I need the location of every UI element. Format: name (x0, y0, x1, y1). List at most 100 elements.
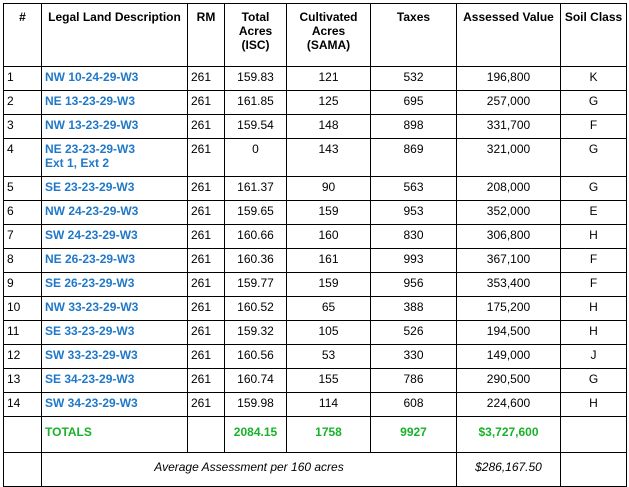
table-row: 12 SW 33-23-29-W3 261 160.56 53 330 149,000 J (3, 344, 627, 369)
total-acres-cell-text: 159.32 (237, 324, 274, 338)
row-number: 6 (3, 200, 42, 225)
total-acres-cell-text: 159.65 (237, 204, 274, 218)
legal-description: NE 13-23-29-W3 (41, 90, 188, 115)
assessed-value-cell: 224,600 (456, 392, 561, 417)
totals-total-acres: 2084.15 (224, 416, 287, 453)
taxes-cell-text: 898 (403, 118, 424, 132)
row-number: 1 (3, 66, 42, 91)
soil-class-cell: K (560, 66, 627, 91)
row-number: 5 (3, 176, 42, 201)
assessed-value-cell-text: 306,800 (486, 228, 531, 242)
total-acres-cell-text: 160.56 (237, 348, 274, 362)
total-acres-cell: 160.36 (224, 248, 287, 273)
legal-description-text: NW 13-23-29-W3 (45, 118, 139, 132)
taxes-cell-text: 388 (403, 300, 424, 314)
row-number: 14 (3, 392, 42, 417)
header-soil-class: Soil Class (560, 3, 627, 67)
cultivated-acres-cell: 105 (286, 320, 371, 345)
assessed-value-cell-text: 175,200 (486, 300, 531, 314)
table-row: 13 SE 34-23-29-W3 261 160.74 155 786 290,500 G (3, 368, 627, 393)
legal-description-text: SE 33-23-29-W3 (45, 324, 135, 338)
legal-description-text: SW 34-23-29-W3 (45, 396, 138, 410)
taxes-cell-text: 869 (403, 142, 424, 156)
assessed-value-cell-text: 331,700 (486, 118, 531, 132)
header-assessed-value: Assessed Value (456, 3, 561, 67)
total-acres-cell: 159.77 (224, 272, 287, 297)
assessed-value-cell-text: 321,000 (486, 142, 531, 156)
total-acres-cell-text: 161.85 (237, 94, 274, 108)
table-row: 11 SE 33-23-29-W3 261 159.32 105 526 194,500 H (3, 320, 627, 345)
average-value: $286,167.50 (456, 452, 561, 487)
table-row: 1 NW 10-24-29-W3 261 159.83 121 532 196,800 K (3, 66, 627, 91)
total-acres-cell: 159.98 (224, 392, 287, 417)
taxes-cell: 526 (370, 320, 457, 345)
row-number-text: 13 (7, 372, 21, 386)
soil-class-cell-text: G (588, 142, 599, 156)
table-row: 7 SW 24-23-29-W3 261 160.66 160 830 306,800 H (3, 224, 627, 249)
taxes-cell: 898 (370, 114, 457, 139)
taxes-cell: 993 (370, 248, 457, 273)
assessed-value-cell-text: 208,000 (486, 180, 531, 194)
soil-class-cell-text: J (590, 348, 597, 362)
taxes-cell-text: 526 (403, 324, 424, 338)
legal-description: NW 33-23-29-W3 (41, 296, 188, 321)
soil-class-cell: G (560, 176, 627, 201)
total-acres-cell: 159.32 (224, 320, 287, 345)
legal-description: NE 23-23-29-W3 Ext 1, Ext 2 (41, 138, 188, 177)
rm-cell-text: 261 (191, 204, 212, 218)
rm-cell: 261 (187, 66, 225, 91)
legal-description: SE 23-23-29-W3 (41, 176, 188, 201)
assessed-value-cell-text: 196,800 (486, 70, 531, 84)
assessed-value-cell: 175,200 (456, 296, 561, 321)
assessed-value-cell-text: 149,000 (486, 348, 531, 362)
rm-cell-text: 261 (191, 70, 212, 84)
average-row: Average Assessment per 160 acres $286,16… (3, 452, 627, 487)
taxes-cell: 953 (370, 200, 457, 225)
table-row: 5 SE 23-23-29-W3 261 161.37 90 563 208,000 G (3, 176, 627, 201)
total-acres-cell-text: 160.52 (237, 300, 274, 314)
taxes-cell: 532 (370, 66, 457, 91)
cultivated-acres-cell: 148 (286, 114, 371, 139)
soil-class-cell: H (560, 320, 627, 345)
header-total-acres: Total Acres (ISC) (224, 3, 287, 67)
legal-description: NW 13-23-29-W3 (41, 114, 188, 139)
rm-cell: 261 (187, 224, 225, 249)
rm-cell-text: 261 (191, 142, 212, 156)
cultivated-acres-cell: 121 (286, 66, 371, 91)
cultivated-acres-cell-text: 114 (318, 396, 339, 410)
total-acres-cell-text: 161.37 (237, 180, 274, 194)
rm-cell-text: 261 (191, 324, 212, 338)
soil-class-cell: F (560, 114, 627, 139)
table-row: 2 NE 13-23-29-W3 261 161.85 125 695 257,000 G (3, 90, 627, 115)
assessed-value-cell: 306,800 (456, 224, 561, 249)
legal-description: NW 10-24-29-W3 (41, 66, 188, 91)
soil-class-cell-text: K (589, 70, 598, 84)
cultivated-acres-cell: 143 (286, 138, 371, 177)
rm-cell-text: 261 (191, 300, 212, 314)
row-number-text: 7 (7, 228, 14, 242)
row-number-text: 1 (7, 70, 14, 84)
soil-class-cell: H (560, 296, 627, 321)
legal-description-text: NE 23-23-29-W3 (45, 142, 136, 156)
totals-num-cell (3, 416, 42, 453)
soil-class-cell: G (560, 90, 627, 115)
total-acres-cell-text: 160.66 (237, 228, 274, 242)
taxes-cell-text: 695 (403, 94, 424, 108)
row-number: 10 (3, 296, 42, 321)
legal-description: NE 26-23-29-W3 (41, 248, 188, 273)
table-row: 14 SW 34-23-29-W3 261 159.98 114 608 224,600 H (3, 392, 627, 417)
row-number-text: 2 (7, 94, 14, 108)
assessed-value-cell: 352,000 (456, 200, 561, 225)
assessed-value-cell: 194,500 (456, 320, 561, 345)
rm-cell: 261 (187, 320, 225, 345)
assessed-value-cell-text: 194,500 (486, 324, 531, 338)
taxes-cell-text: 953 (403, 204, 424, 218)
soil-class-cell-text: H (589, 324, 598, 338)
legal-description-text: SE 26-23-29-W3 (45, 276, 135, 290)
total-acres-cell: 159.65 (224, 200, 287, 225)
taxes-cell-text: 563 (403, 180, 424, 194)
header-cultivated-acres: Cultivated Acres (SAMA) (286, 3, 371, 67)
soil-class-cell: F (560, 248, 627, 273)
cultivated-acres-cell-text: 143 (318, 142, 339, 156)
cultivated-acres-cell: 159 (286, 272, 371, 297)
